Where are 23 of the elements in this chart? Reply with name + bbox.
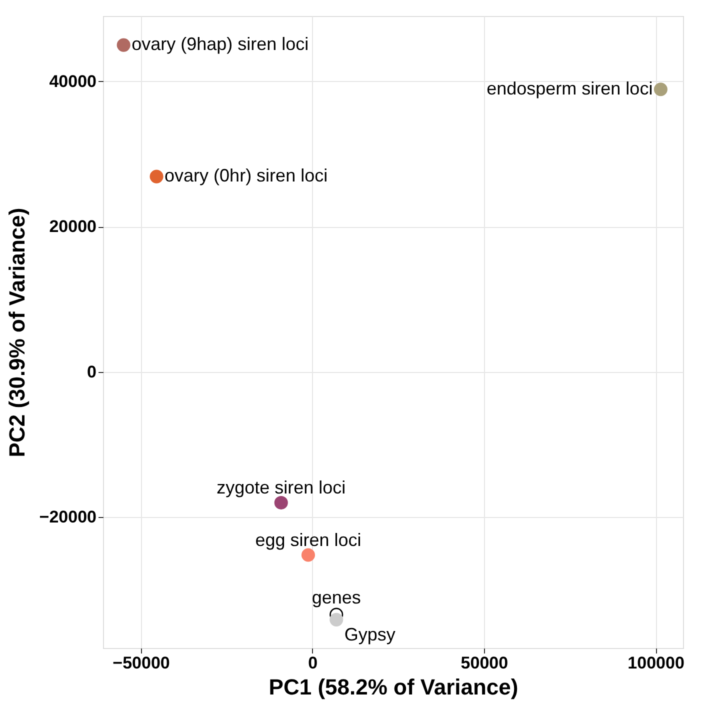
series-label: Gypsy: [344, 624, 396, 645]
x-axis-title: PC1 (58.2% of Variance): [268, 674, 518, 700]
series-label: zygote siren loci: [216, 478, 346, 498]
point: [330, 612, 344, 626]
series-label: egg siren loci: [255, 530, 362, 550]
x-tick-label: 50000: [460, 654, 508, 672]
series-label: genes: [312, 588, 361, 608]
y-tick-label: 0: [87, 362, 96, 382]
point: [301, 548, 316, 562]
x-tick-label: −50000: [112, 654, 170, 672]
y-axis-title: PC2 (30.9% of Variance): [4, 208, 30, 458]
y-tick-label: 40000: [49, 72, 96, 91]
y-tick-label: −20000: [39, 508, 96, 527]
y-tick-label: 20000: [49, 217, 96, 236]
point: [150, 170, 164, 184]
point: [116, 38, 130, 52]
point: [274, 496, 288, 510]
series-label: ovary (9hap) siren loci: [132, 34, 309, 54]
series-label: ovary (0hr) siren loci: [164, 166, 328, 186]
x-tick-label: 100000: [628, 654, 684, 672]
point: [654, 82, 668, 96]
series-label: endosperm siren loci: [486, 78, 653, 98]
x-tick-label: 0: [308, 654, 318, 672]
